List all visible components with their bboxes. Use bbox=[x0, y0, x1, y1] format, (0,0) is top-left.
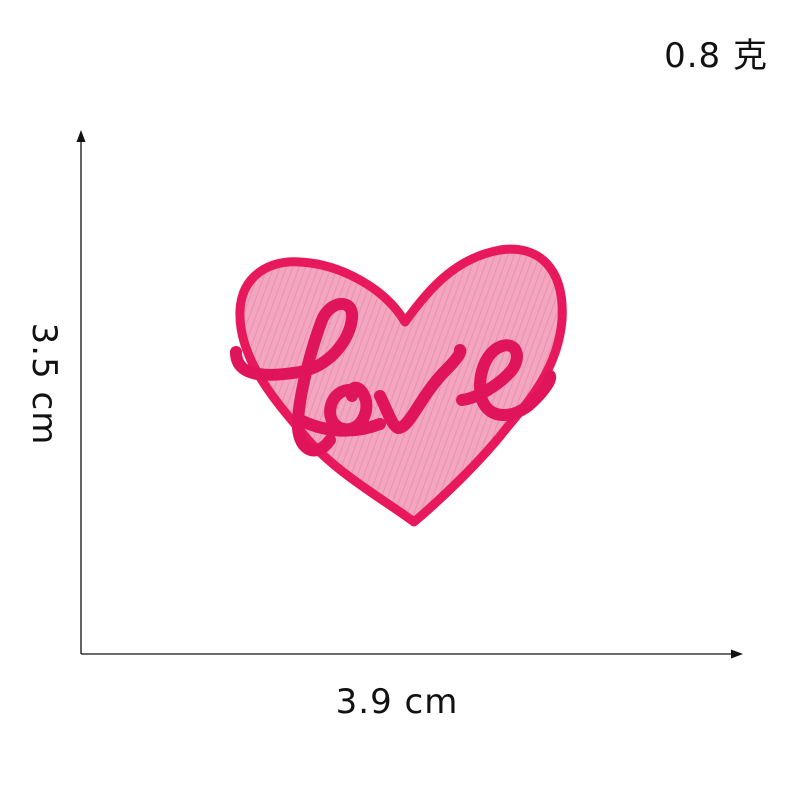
height-axis-arrowhead bbox=[76, 130, 86, 142]
lettering-swash-bottom bbox=[294, 414, 386, 437]
weight-label: 0.8 克 bbox=[664, 36, 768, 76]
lettering-v bbox=[374, 344, 467, 434]
love-lettering bbox=[230, 298, 557, 457]
lettering-o bbox=[324, 381, 373, 436]
heart-shape bbox=[235, 244, 567, 527]
width-dimension-label: 3.9 cm bbox=[335, 682, 459, 722]
height-dimension-label: 3.5 cm bbox=[24, 322, 64, 446]
lettering-e bbox=[456, 339, 557, 421]
width-axis-arrowhead bbox=[731, 649, 743, 659]
